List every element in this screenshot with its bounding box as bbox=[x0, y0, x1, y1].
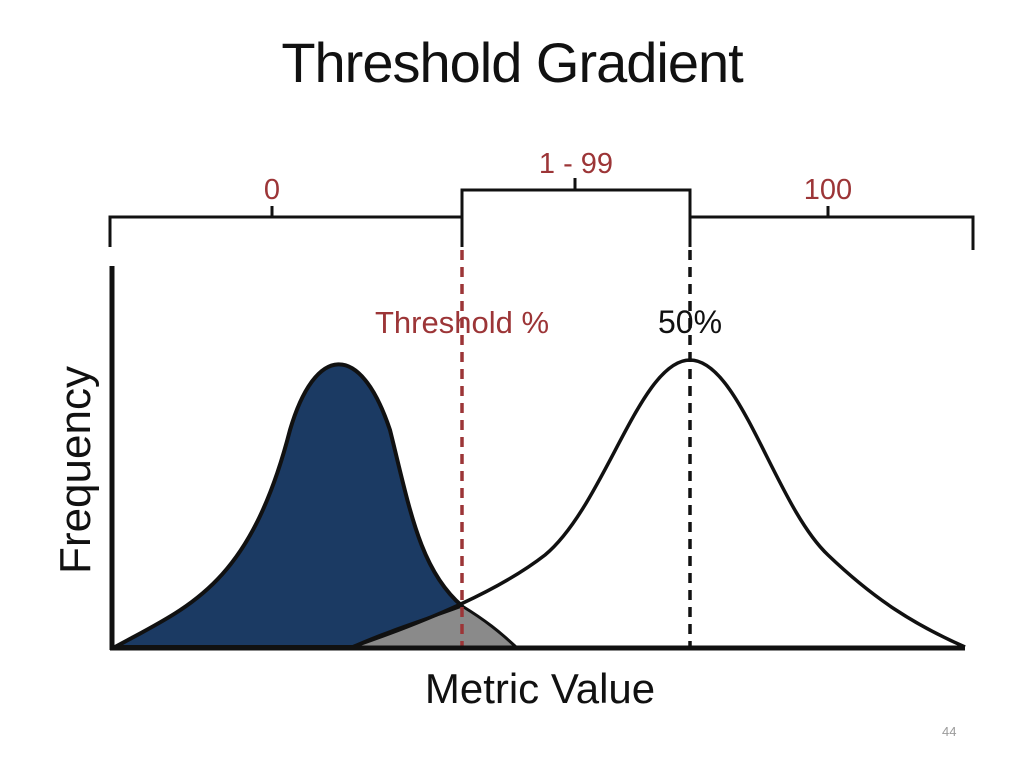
scale-middle-segment bbox=[460, 188, 692, 247]
y-axis-label: Frequency bbox=[51, 366, 100, 574]
x-axis-label: Metric Value bbox=[425, 665, 655, 712]
scale-left-segment bbox=[108, 215, 464, 247]
scale-right-segment bbox=[690, 215, 975, 250]
threshold-label: Threshold % bbox=[375, 305, 549, 340]
left-distribution-curve bbox=[113, 362, 464, 649]
midpoint-label: 50% bbox=[658, 304, 722, 340]
scale-right-label: 100 bbox=[804, 174, 852, 206]
slide-number: 44 bbox=[942, 724, 957, 739]
scale-bracket bbox=[108, 178, 975, 250]
scale-left-label: 0 bbox=[264, 174, 280, 206]
scale-middle-label: 1 - 99 bbox=[539, 148, 613, 180]
slide-title: Threshold Gradient bbox=[281, 31, 743, 94]
